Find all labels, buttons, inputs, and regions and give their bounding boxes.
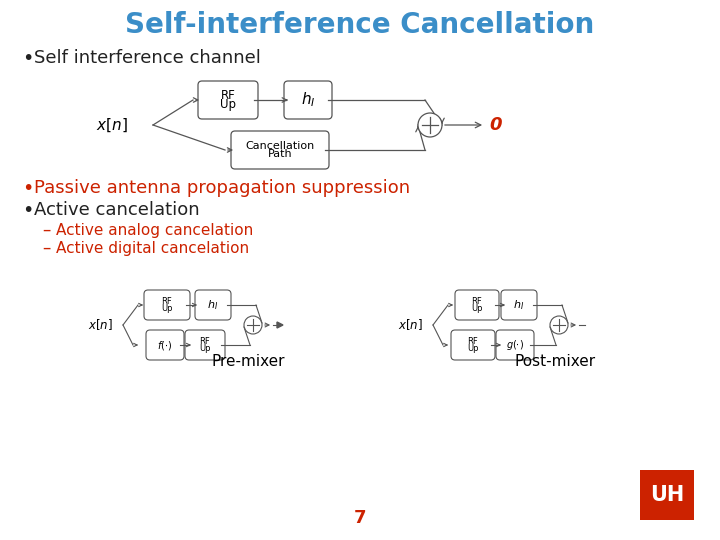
FancyBboxPatch shape — [185, 330, 225, 360]
Text: $x[n]$: $x[n]$ — [88, 318, 112, 333]
Text: •: • — [22, 179, 33, 198]
FancyBboxPatch shape — [231, 131, 329, 169]
FancyBboxPatch shape — [640, 470, 694, 520]
Text: Active analog cancelation: Active analog cancelation — [56, 222, 253, 238]
FancyBboxPatch shape — [496, 330, 534, 360]
Text: 7: 7 — [354, 509, 366, 527]
Text: Up: Up — [472, 304, 482, 313]
FancyBboxPatch shape — [501, 290, 537, 320]
Text: 0: 0 — [489, 116, 502, 134]
Text: Active digital cancelation: Active digital cancelation — [56, 240, 249, 255]
FancyBboxPatch shape — [146, 330, 184, 360]
Text: $h_I$: $h_I$ — [301, 91, 315, 109]
Text: Post-mixer: Post-mixer — [514, 354, 595, 369]
FancyBboxPatch shape — [198, 81, 258, 119]
Text: Up: Up — [161, 304, 173, 313]
Text: Up: Up — [220, 98, 236, 111]
Text: $f(\cdot)$: $f(\cdot)$ — [158, 339, 173, 352]
Text: RF: RF — [467, 337, 478, 346]
Circle shape — [550, 316, 568, 334]
Text: Path: Path — [268, 150, 292, 159]
Text: Passive antenna propagation suppression: Passive antenna propagation suppression — [34, 179, 410, 197]
Text: Self interference channel: Self interference channel — [34, 49, 261, 67]
Text: Pre-mixer: Pre-mixer — [211, 354, 284, 369]
Text: $x[n]$: $x[n]$ — [397, 318, 423, 333]
Text: Self-interference Cancellation: Self-interference Cancellation — [125, 11, 595, 39]
Text: –: – — [42, 239, 50, 257]
Text: –: – — [42, 221, 50, 239]
Text: RF: RF — [199, 337, 210, 346]
Circle shape — [244, 316, 262, 334]
Text: •: • — [22, 49, 33, 68]
FancyBboxPatch shape — [455, 290, 499, 320]
Text: $h_I$: $h_I$ — [207, 298, 219, 312]
Text: Active cancelation: Active cancelation — [34, 201, 199, 219]
FancyBboxPatch shape — [195, 290, 231, 320]
Text: RF: RF — [161, 297, 172, 306]
Circle shape — [418, 113, 442, 137]
Text: UH: UH — [650, 485, 684, 505]
Polygon shape — [277, 322, 283, 328]
Text: $g(\cdot)$: $g(\cdot)$ — [506, 338, 524, 352]
Text: RF: RF — [472, 297, 482, 306]
FancyBboxPatch shape — [144, 290, 190, 320]
Text: Up: Up — [467, 344, 479, 353]
FancyBboxPatch shape — [451, 330, 495, 360]
Text: $x[n]$: $x[n]$ — [96, 116, 128, 134]
FancyBboxPatch shape — [284, 81, 332, 119]
Text: •: • — [22, 200, 33, 219]
Text: Up: Up — [199, 344, 211, 353]
Text: Cancellation: Cancellation — [246, 140, 315, 151]
Text: RF: RF — [220, 89, 235, 102]
Text: $h_I$: $h_I$ — [513, 298, 525, 312]
